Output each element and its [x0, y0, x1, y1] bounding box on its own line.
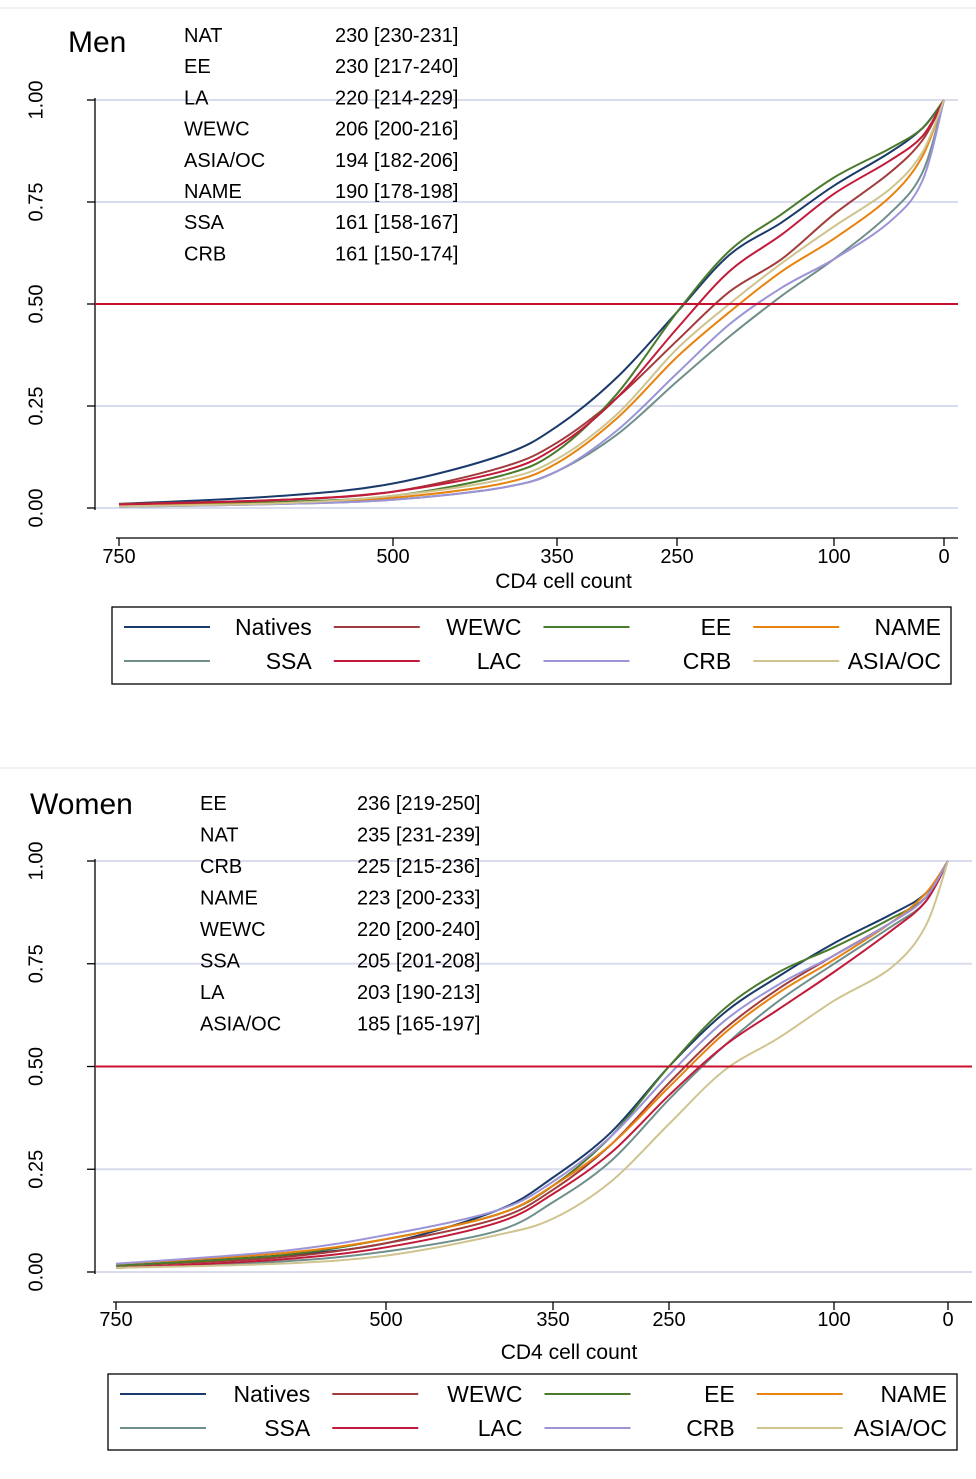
annotation-value: 220 [214-229] — [335, 87, 458, 109]
annotation-value: 203 [190-213] — [357, 982, 480, 1004]
annotation-group: ASIA/OC — [200, 1014, 281, 1036]
legend-label: WEWC — [447, 1381, 522, 1407]
x-tick-label: 100 — [817, 546, 850, 568]
x-tick-label: 250 — [660, 546, 693, 568]
series-line-asia-oc — [118, 99, 945, 508]
series-line-natives — [118, 99, 945, 505]
y-tick-label: 0.00 — [25, 1253, 47, 1292]
annotation-group: LA — [200, 982, 225, 1004]
legend-label: ASIA/OC — [848, 648, 941, 674]
annotation-value: 223 [200-233] — [357, 888, 480, 910]
chart-panel-women: 0.00 0.25 0.50 0.75 1.00 750 500 350 250 100 0 CD4 … — [0, 767, 976, 1451]
annotation-value: 220 [200-240] — [357, 919, 480, 941]
annotation-value: 235 [231-239] — [357, 825, 480, 847]
annotation-group: NAT — [200, 825, 239, 847]
annotation-value: 225 [215-236] — [357, 856, 480, 878]
y-tick-label: 1.00 — [25, 842, 47, 881]
legend-box — [111, 606, 952, 685]
y-tick-label: 0.00 — [25, 489, 47, 528]
y-tick-label: 0.50 — [25, 285, 47, 324]
x-axis-label: CD4 cell count — [495, 570, 632, 593]
x-tick-label: 350 — [536, 1309, 569, 1331]
annotation-group: ASIA/OC — [184, 150, 265, 172]
x-tick-label: 100 — [817, 1309, 850, 1331]
legend-label: Natives — [234, 1381, 311, 1407]
x-tick-label: 0 — [938, 546, 949, 568]
series-line-crb — [118, 99, 945, 508]
y-tick-label: 1.00 — [25, 81, 47, 120]
annotation-group: NAME — [184, 181, 242, 203]
annotation-group: EE — [184, 56, 211, 78]
annotation-group: SSA — [184, 212, 225, 234]
y-tick-label: 0.50 — [25, 1047, 47, 1086]
x-tick-label: 750 — [102, 546, 135, 568]
legend-label: NAME — [875, 614, 941, 640]
y-tick-label: 0.75 — [25, 944, 47, 983]
series-line-lac — [115, 860, 949, 1269]
series-line-lac — [118, 99, 945, 506]
annotation-group: NAT — [184, 25, 223, 47]
x-tick-label: 750 — [99, 1309, 132, 1331]
legend: Natives WEWC EE NAME SSA LAC CRB ASIA/OC — [107, 1373, 958, 1451]
annotation-group: WEWC — [184, 119, 250, 141]
x-tick-label: 250 — [652, 1309, 685, 1331]
x-tick-label: 350 — [540, 546, 573, 568]
legend-label: LAC — [477, 648, 522, 674]
legend-label: Natives — [235, 614, 312, 640]
annotation-group: CRB — [200, 856, 242, 878]
panel-title: Men — [68, 26, 126, 59]
annotation-value: 190 [178-198] — [335, 181, 458, 203]
annotation-value: 205 [201-208] — [357, 951, 480, 973]
y-tick-label: 0.25 — [25, 387, 47, 426]
annotation-value: 161 [158-167] — [335, 212, 458, 234]
legend: Natives WEWC EE NAME SSA LAC CRB ASIA/OC — [111, 606, 952, 685]
series-line-asia-oc — [115, 860, 949, 1269]
annotation-group: EE — [200, 793, 227, 815]
annotation-value: 230 [217-240] — [335, 56, 458, 78]
x-tick-label: 0 — [942, 1309, 953, 1331]
annotation-value: 236 [219-250] — [357, 793, 480, 815]
x-axis-label: CD4 cell count — [501, 1341, 638, 1364]
annotation-group: SSA — [200, 951, 241, 973]
annotation-value: 161 [150-174] — [335, 243, 458, 265]
x-tick-label: 500 — [376, 546, 409, 568]
legend-label: WEWC — [446, 614, 521, 640]
series-line-name — [118, 99, 945, 507]
annotation-value: 206 [200-216] — [335, 119, 458, 141]
legend-label: SSA — [266, 648, 313, 674]
legend-label: EE — [701, 614, 732, 640]
series-line-crb — [115, 860, 949, 1265]
y-tick-label: 0.75 — [25, 183, 47, 222]
x-tick-label: 500 — [369, 1309, 402, 1331]
legend-label: CRB — [683, 648, 732, 674]
chart-panel-men: 0.00 0.25 0.50 0.75 1.00 750 500 350 250 100 0 CD4 … — [0, 7, 976, 685]
legend-label: EE — [704, 1381, 735, 1407]
annotation-value: 194 [182-206] — [335, 150, 458, 172]
legend-label: NAME — [881, 1381, 947, 1407]
y-tick-label: 0.25 — [25, 1150, 47, 1189]
annotation-group: LA — [184, 87, 209, 109]
legend-label: LAC — [478, 1415, 523, 1441]
legend-label: SSA — [264, 1415, 311, 1441]
series-line-ssa — [115, 860, 949, 1269]
annotation-group: NAME — [200, 888, 258, 910]
legend-box — [107, 1373, 958, 1451]
annotation-value: 230 [230-231] — [335, 25, 458, 47]
legend-label: ASIA/OC — [854, 1415, 947, 1441]
legend-label: CRB — [686, 1415, 735, 1441]
annotation-value: 185 [165-197] — [357, 1014, 480, 1036]
annotation-group: CRB — [184, 243, 226, 265]
annotation-group: WEWC — [200, 919, 266, 941]
panel-title: Women — [30, 788, 133, 821]
